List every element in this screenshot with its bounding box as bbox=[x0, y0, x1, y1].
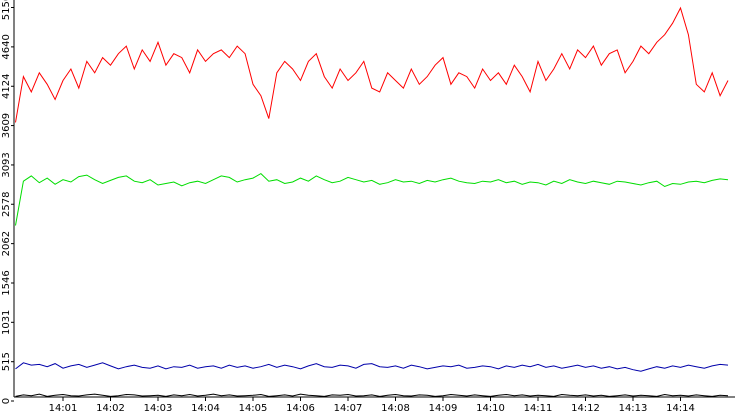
y-tick-label: 1031 bbox=[1, 310, 12, 335]
x-tick-label: 14:11 bbox=[524, 403, 553, 414]
series-line bbox=[15, 6, 729, 123]
x-tick-label: 14:08 bbox=[381, 403, 410, 414]
x-tick-label: 14:03 bbox=[144, 403, 173, 414]
y-tick-label: 5156 bbox=[1, 0, 12, 20]
y-tick-label: 2062 bbox=[1, 231, 12, 256]
series-line bbox=[15, 172, 729, 226]
x-tick-label: 14:14 bbox=[666, 403, 695, 414]
x-tick-label: 14:07 bbox=[334, 403, 363, 414]
x-tick-label: 14:06 bbox=[286, 403, 315, 414]
y-tick-label: 1546 bbox=[1, 270, 12, 295]
x-tick-label: 14:09 bbox=[429, 403, 458, 414]
x-tick-label: 14:10 bbox=[476, 403, 505, 414]
y-tick-label: 2578 bbox=[1, 192, 12, 217]
y-tick-label: 4640 bbox=[1, 34, 12, 59]
x-tick-label: 14:04 bbox=[191, 403, 220, 414]
x-tick-label: 14:02 bbox=[96, 403, 125, 414]
y-tick-label: 515 bbox=[1, 352, 12, 371]
x-tick-label: 14:05 bbox=[239, 403, 268, 414]
x-tick-label: 14:13 bbox=[619, 403, 648, 414]
y-tick-label: 4124 bbox=[1, 74, 12, 99]
series-line bbox=[15, 393, 729, 397]
y-tick-label: 3093 bbox=[1, 152, 12, 177]
x-tick-label: 14:12 bbox=[571, 403, 600, 414]
series-line bbox=[15, 362, 729, 372]
y-tick-label: 3609 bbox=[1, 113, 12, 138]
y-tick-label: 0 bbox=[1, 398, 12, 404]
x-tick-label: 14:01 bbox=[49, 403, 78, 414]
